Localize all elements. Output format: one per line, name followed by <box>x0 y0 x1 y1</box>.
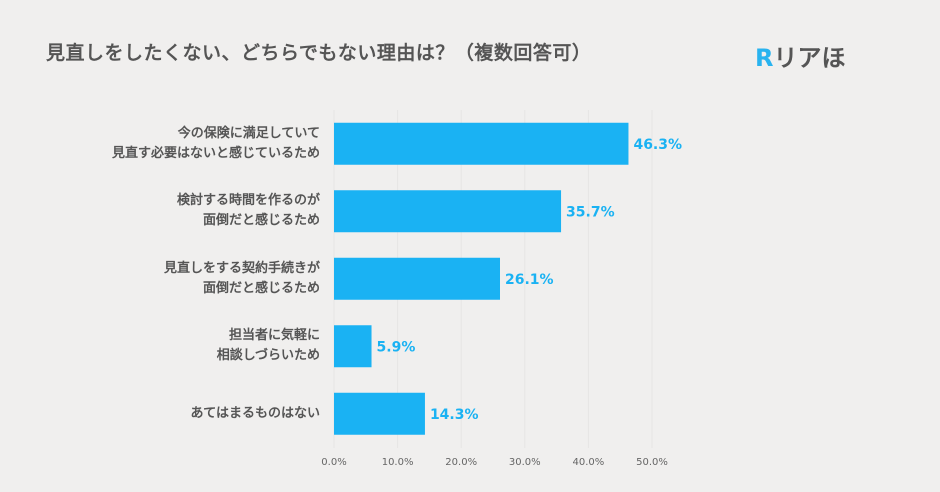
category-label: あてはまるものはない <box>20 404 320 424</box>
category-label-line: 面倒だと感じるため <box>202 213 320 229</box>
x-tick-label: 0.0% <box>321 457 346 468</box>
category-label-line: 相談しづらいため <box>216 348 320 364</box>
bar-value-label: 46.3% <box>633 137 682 153</box>
category-label-line: 検討する時間を作るのが <box>176 193 320 209</box>
category-label-line: 面倒だと感じるため <box>202 280 320 296</box>
brand-logo: Rリアほ <box>755 38 845 73</box>
bar-value-label: 26.1% <box>505 272 554 288</box>
bar-value-label: 14.3% <box>430 407 479 423</box>
category-label-line: 見直す必要はないと感じているため <box>111 145 320 161</box>
category-label: 今の保険に満足していて見直す必要はないと感じているため <box>20 124 320 164</box>
x-tick-label: 20.0% <box>445 457 477 468</box>
bar-value-label: 35.7% <box>566 204 615 220</box>
bar <box>334 190 562 233</box>
category-label: 検討する時間を作るのが面倒だと感じるため <box>20 191 320 231</box>
category-label-line: 見直しをする契約手続きが <box>163 260 320 276</box>
logo-mark: R <box>755 44 774 72</box>
bar <box>334 122 629 165</box>
bar <box>334 257 500 300</box>
x-tick-label: 10.0% <box>382 457 414 468</box>
category-label: 見直しをする契約手続きが面倒だと感じるため <box>20 259 320 299</box>
bar <box>334 392 425 435</box>
category-label-line: 担当者に気軽に <box>228 328 320 344</box>
x-tick-label: 30.0% <box>509 457 541 468</box>
x-tick-label: 50.0% <box>636 457 668 468</box>
x-tick-label: 40.0% <box>573 457 605 468</box>
logo-text: リアほ <box>773 44 846 72</box>
chart-title: 見直しをしたくない、どちらでもない理由は？（複数回答可） <box>46 42 592 64</box>
category-label-line: あてはまるものはない <box>190 405 320 421</box>
category-label-line: 今の保険に満足していて <box>177 125 320 141</box>
bar-value-label: 5.9% <box>377 339 416 355</box>
bar <box>334 325 372 368</box>
category-label: 担当者に気軽に相談しづらいため <box>20 326 320 366</box>
